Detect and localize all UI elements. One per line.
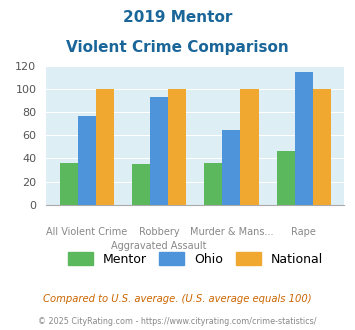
Bar (168, 89, 186, 205)
Bar (313, 89, 331, 205)
Bar (78, 115, 96, 205)
Text: Compared to U.S. average. (U.S. average equals 100): Compared to U.S. average. (U.S. average … (43, 294, 312, 304)
Text: © 2025 CityRating.com - https://www.cityrating.com/crime-statistics/: © 2025 CityRating.com - https://www.city… (38, 317, 317, 326)
Text: Aggravated Assault: Aggravated Assault (111, 241, 207, 251)
Text: All Violent Crime: All Violent Crime (46, 227, 127, 237)
Text: Murder & Mans...: Murder & Mans... (190, 227, 273, 237)
Bar (60, 163, 78, 205)
Text: Violent Crime Comparison: Violent Crime Comparison (66, 40, 289, 54)
Text: Rape: Rape (291, 227, 316, 237)
Text: 2019 Mentor: 2019 Mentor (123, 10, 232, 25)
Bar (222, 129, 240, 205)
Bar (277, 151, 295, 205)
Text: Robbery: Robbery (139, 227, 179, 237)
Bar (240, 89, 258, 205)
Bar (150, 97, 168, 205)
Legend: Mentor, Ohio, National: Mentor, Ohio, National (68, 252, 323, 266)
Bar (132, 164, 150, 205)
Bar (96, 89, 114, 205)
Bar (204, 163, 222, 205)
Bar (295, 72, 313, 205)
